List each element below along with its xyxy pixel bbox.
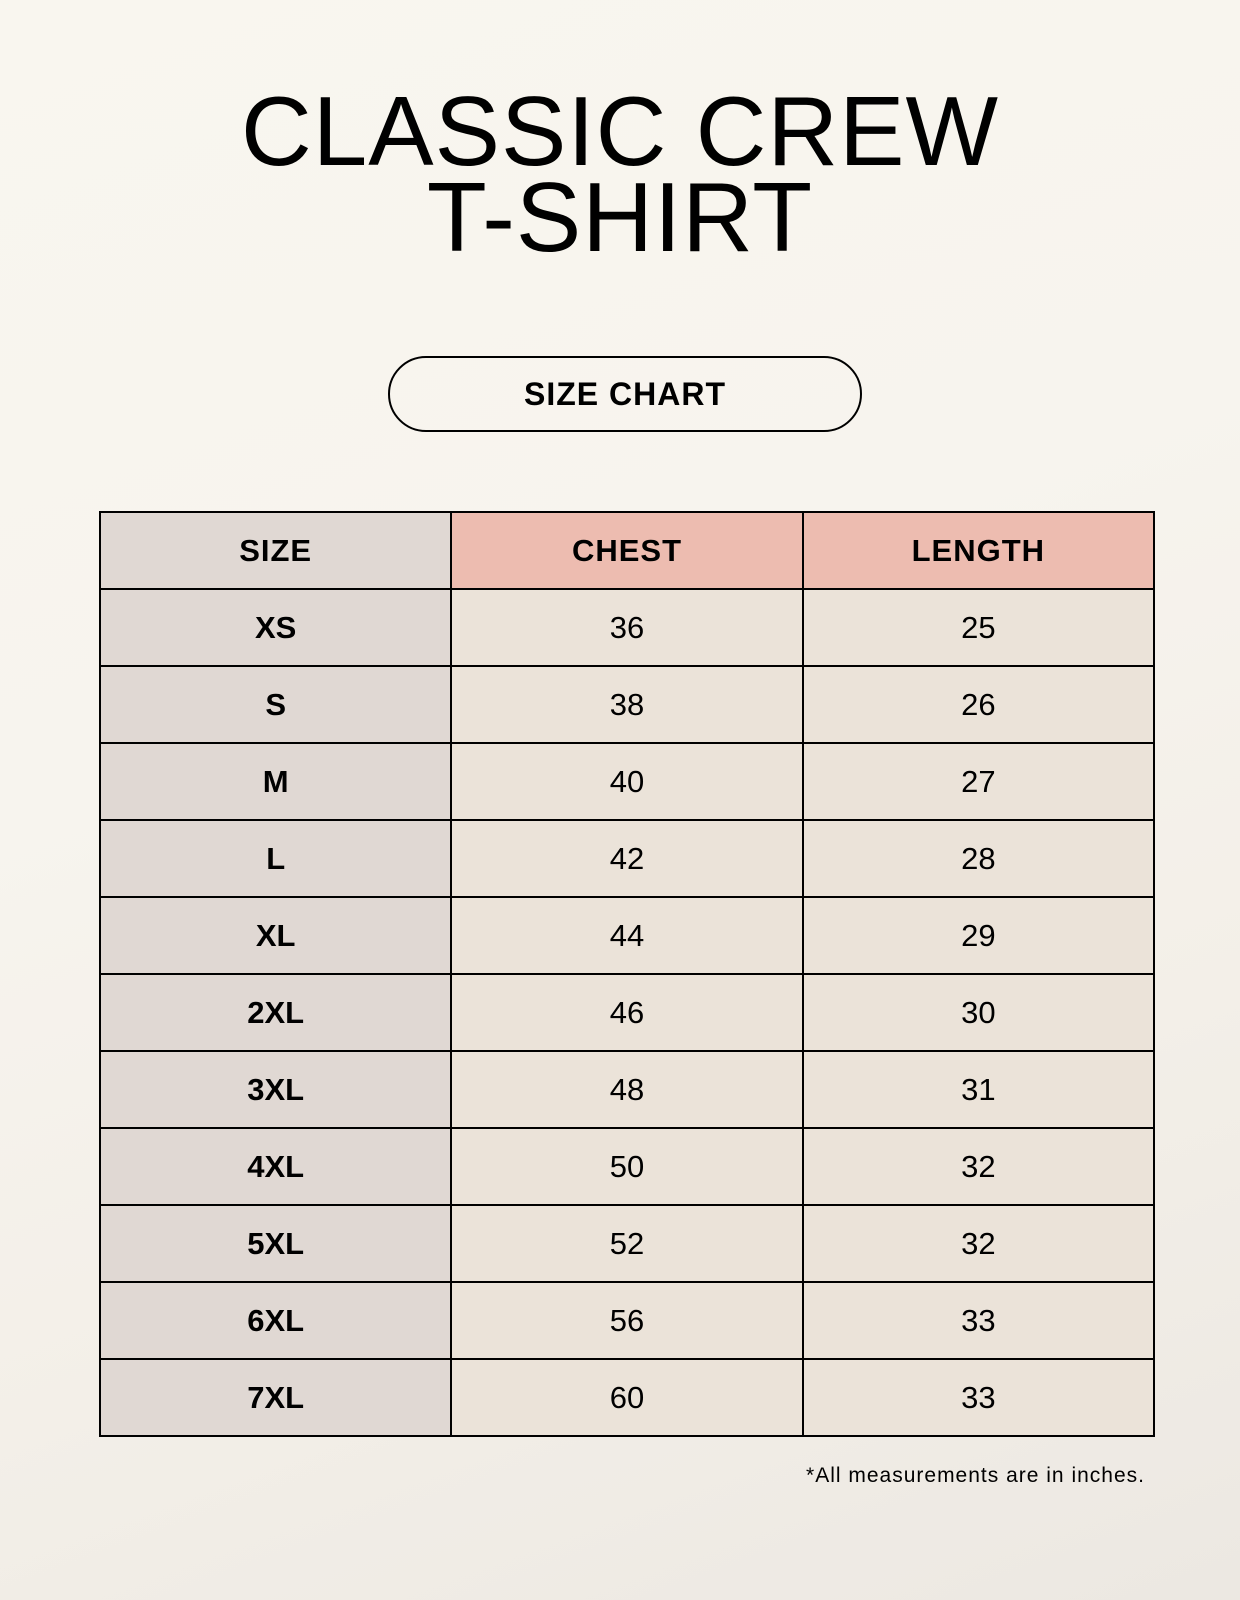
footnote: *All measurements are in inches. <box>806 1464 1145 1487</box>
size-table: SIZE CHEST LENGTH XS 36 25 S 38 26 M 40 27 L 42 28 X… <box>98 511 1156 1437</box>
table-header-row: SIZE CHEST LENGTH <box>98 511 1156 590</box>
chest-cell: 38 <box>450 665 804 744</box>
size-cell: M <box>98 742 453 821</box>
chest-cell: 46 <box>450 973 804 1052</box>
chest-cell: 50 <box>450 1127 804 1206</box>
length-cell: 32 <box>801 1127 1156 1206</box>
chest-cell: 36 <box>450 588 804 667</box>
table-row: M 40 27 <box>98 742 1156 821</box>
table-row: XS 36 25 <box>98 588 1156 667</box>
table-row: 4XL 50 32 <box>98 1127 1156 1206</box>
length-cell: 26 <box>801 665 1156 744</box>
size-cell: 7XL <box>98 1358 453 1437</box>
table-row: 5XL 52 32 <box>98 1204 1156 1283</box>
header-size: SIZE <box>98 511 453 590</box>
size-cell: 6XL <box>98 1281 453 1360</box>
chest-cell: 44 <box>450 896 804 975</box>
length-cell: 33 <box>801 1358 1156 1437</box>
length-cell: 33 <box>801 1281 1156 1360</box>
length-cell: 28 <box>801 819 1156 898</box>
size-cell: 4XL <box>98 1127 453 1206</box>
length-cell: 25 <box>801 588 1156 667</box>
size-cell: 2XL <box>98 973 453 1052</box>
chest-cell: 40 <box>450 742 804 821</box>
length-cell: 32 <box>801 1204 1156 1283</box>
title-line-1: CLASSIC CREW <box>240 76 999 186</box>
size-cell: 5XL <box>98 1204 453 1283</box>
table-row: L 42 28 <box>98 819 1156 898</box>
chest-cell: 56 <box>450 1281 804 1360</box>
size-chart-badge: SIZE CHART <box>388 356 862 432</box>
size-cell: S <box>98 665 453 744</box>
size-cell: XS <box>98 588 453 667</box>
table-row: 3XL 48 31 <box>98 1050 1156 1129</box>
table-row: S 38 26 <box>98 665 1156 744</box>
page-title: CLASSIC CREW T-SHIRT <box>0 76 1240 272</box>
chest-cell: 48 <box>450 1050 804 1129</box>
length-cell: 29 <box>801 896 1156 975</box>
table-row: 6XL 56 33 <box>98 1281 1156 1360</box>
header-chest: CHEST <box>450 511 804 590</box>
length-cell: 31 <box>801 1050 1156 1129</box>
table-row: XL 44 29 <box>98 896 1156 975</box>
table-row: 7XL 60 33 <box>98 1358 1156 1437</box>
size-cell: XL <box>98 896 453 975</box>
chest-cell: 42 <box>450 819 804 898</box>
title-line-2: T-SHIRT <box>426 162 814 272</box>
chest-cell: 60 <box>450 1358 804 1437</box>
table-row: 2XL 46 30 <box>98 973 1156 1052</box>
length-cell: 30 <box>801 973 1156 1052</box>
length-cell: 27 <box>801 742 1156 821</box>
size-cell: L <box>98 819 453 898</box>
size-cell: 3XL <box>98 1050 453 1129</box>
chest-cell: 52 <box>450 1204 804 1283</box>
header-length: LENGTH <box>801 511 1156 590</box>
